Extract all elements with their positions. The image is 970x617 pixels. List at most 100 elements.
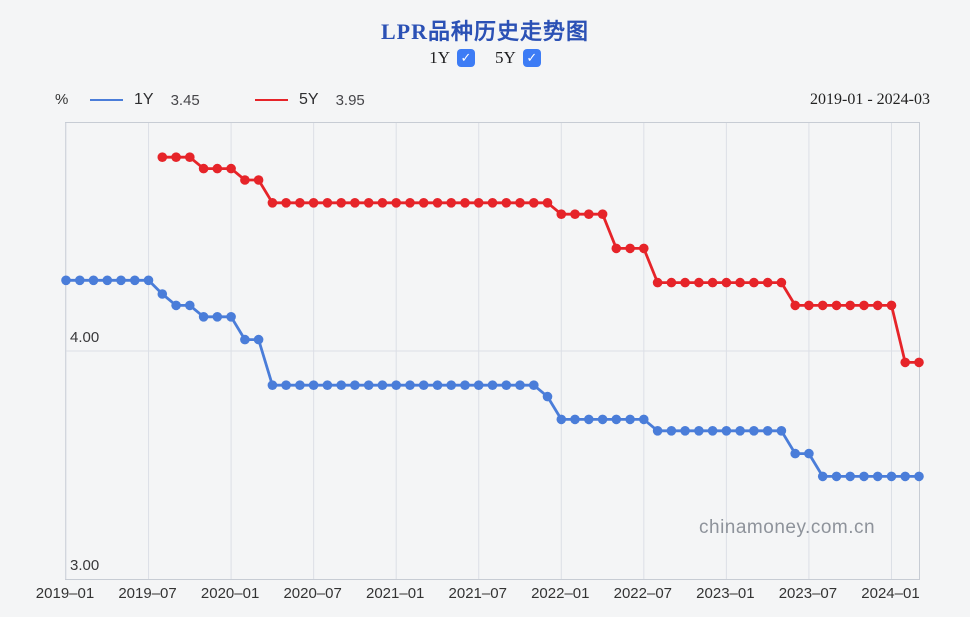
data-point-5y-2019-08[interactable] — [157, 152, 168, 162]
data-point-5y-2021-09[interactable] — [501, 198, 512, 208]
data-point-1y-2023-06[interactable] — [790, 448, 800, 459]
data-point-1y-2020-08[interactable] — [322, 380, 333, 391]
data-point-1y-2022-07[interactable] — [639, 414, 649, 425]
data-point-1y-2021-07[interactable] — [473, 380, 484, 391]
data-point-1y-2019-05[interactable] — [116, 275, 126, 286]
data-point-5y-2022-02[interactable] — [570, 209, 580, 219]
data-point-5y-2021-03[interactable] — [418, 198, 429, 208]
data-point-1y-2023-07[interactable] — [804, 448, 814, 459]
data-point-1y-2023-11[interactable] — [859, 471, 869, 482]
data-point-1y-2022-05[interactable] — [611, 414, 622, 425]
data-point-5y-2023-05[interactable] — [776, 277, 787, 288]
data-point-1y-2019-11[interactable] — [198, 312, 209, 322]
data-point-5y-2020-08[interactable] — [322, 198, 333, 208]
data-point-1y-2021-08[interactable] — [487, 380, 498, 391]
data-point-1y-2024-01[interactable] — [886, 471, 897, 482]
data-point-5y-2020-09[interactable] — [336, 198, 347, 208]
data-point-1y-2023-04[interactable] — [762, 426, 773, 436]
data-point-5y-2021-08[interactable] — [487, 198, 498, 208]
data-point-5y-2020-11[interactable] — [363, 198, 374, 208]
data-point-5y-2021-06[interactable] — [460, 198, 470, 208]
data-point-1y-2022-01[interactable] — [556, 414, 567, 425]
data-point-1y-2023-08[interactable] — [817, 471, 828, 482]
data-point-5y-2022-04[interactable] — [597, 209, 608, 219]
data-point-1y-2019-01[interactable] — [61, 275, 71, 286]
data-point-1y-2020-11[interactable] — [363, 380, 374, 391]
data-point-1y-2019-09[interactable] — [171, 300, 181, 311]
data-point-1y-2020-05[interactable] — [281, 380, 291, 391]
data-point-5y-2019-11[interactable] — [198, 163, 209, 174]
data-point-1y-2022-09[interactable] — [666, 426, 677, 436]
data-point-1y-2024-02[interactable] — [900, 471, 910, 482]
data-point-1y-2021-10[interactable] — [515, 380, 525, 391]
data-point-1y-2019-03[interactable] — [88, 275, 99, 286]
data-point-5y-2022-07[interactable] — [639, 243, 649, 254]
legend-item-5y[interactable]: 5Y 3.95 — [255, 91, 365, 109]
data-point-1y-2021-01[interactable] — [391, 380, 402, 391]
data-point-5y-2023-06[interactable] — [790, 300, 800, 311]
data-point-5y-2020-07[interactable] — [308, 198, 319, 208]
data-point-5y-2024-02[interactable] — [900, 357, 910, 368]
data-point-5y-2020-10[interactable] — [350, 198, 360, 208]
data-point-1y-2023-09[interactable] — [831, 471, 842, 482]
data-point-5y-2021-04[interactable] — [432, 198, 443, 208]
data-point-1y-2023-01[interactable] — [721, 426, 732, 436]
data-point-1y-2022-11[interactable] — [694, 426, 704, 436]
data-point-1y-2021-11[interactable] — [529, 380, 539, 391]
data-point-5y-2022-06[interactable] — [625, 243, 635, 254]
data-point-5y-2021-12[interactable] — [542, 198, 553, 208]
data-point-1y-2020-10[interactable] — [350, 380, 360, 391]
data-point-1y-2020-12[interactable] — [377, 380, 388, 391]
data-point-1y-2021-02[interactable] — [405, 380, 415, 391]
data-point-1y-2020-04[interactable] — [267, 380, 278, 391]
data-point-5y-2020-02[interactable] — [240, 175, 250, 185]
data-point-1y-2021-03[interactable] — [418, 380, 429, 391]
data-point-5y-2020-05[interactable] — [281, 198, 291, 208]
data-point-5y-2022-05[interactable] — [611, 243, 622, 254]
data-point-5y-2020-01[interactable] — [226, 163, 236, 174]
data-point-5y-2020-04[interactable] — [267, 198, 278, 208]
data-point-5y-2022-09[interactable] — [666, 277, 677, 288]
data-point-1y-2020-07[interactable] — [308, 380, 319, 391]
data-point-1y-2021-06[interactable] — [460, 380, 470, 391]
chart-plot-area[interactable] — [61, 122, 924, 580]
data-point-1y-2022-12[interactable] — [707, 426, 718, 436]
checkbox-5y[interactable]: ✓ — [522, 49, 541, 67]
data-point-1y-2023-03[interactable] — [749, 426, 759, 436]
data-point-1y-2023-02[interactable] — [735, 426, 745, 436]
data-point-1y-2022-10[interactable] — [680, 426, 690, 436]
data-point-1y-2022-04[interactable] — [597, 414, 608, 425]
data-point-5y-2022-08[interactable] — [652, 277, 663, 288]
data-point-5y-2021-05[interactable] — [446, 198, 457, 208]
data-point-1y-2019-10[interactable] — [185, 300, 195, 311]
data-point-1y-2021-05[interactable] — [446, 380, 457, 391]
data-point-1y-2020-02[interactable] — [240, 334, 250, 345]
data-point-5y-2019-12[interactable] — [212, 163, 223, 174]
data-point-5y-2023-04[interactable] — [762, 277, 773, 288]
legend-item-1y[interactable]: 1Y 3.45 — [90, 91, 200, 109]
data-point-1y-2023-05[interactable] — [776, 426, 787, 436]
data-point-1y-2022-02[interactable] — [570, 414, 580, 425]
data-point-1y-2019-06[interactable] — [130, 275, 140, 286]
data-point-5y-2021-01[interactable] — [391, 198, 402, 208]
data-point-5y-2022-10[interactable] — [680, 277, 690, 288]
data-point-5y-2019-10[interactable] — [185, 152, 195, 162]
data-point-1y-2022-03[interactable] — [584, 414, 594, 425]
data-point-5y-2023-11[interactable] — [859, 300, 869, 311]
data-point-5y-2023-03[interactable] — [749, 277, 759, 288]
data-point-5y-2024-03[interactable] — [914, 357, 924, 368]
data-point-1y-2019-02[interactable] — [75, 275, 85, 286]
data-point-5y-2023-08[interactable] — [817, 300, 828, 311]
data-point-5y-2023-10[interactable] — [845, 300, 855, 311]
data-point-1y-2019-08[interactable] — [157, 289, 168, 299]
data-point-1y-2024-03[interactable] — [914, 471, 924, 482]
data-point-5y-2022-12[interactable] — [707, 277, 718, 288]
data-point-1y-2021-12[interactable] — [542, 391, 553, 402]
data-point-1y-2020-03[interactable] — [253, 334, 264, 345]
data-point-5y-2019-09[interactable] — [171, 152, 181, 162]
data-point-5y-2023-12[interactable] — [872, 300, 883, 311]
data-point-5y-2022-01[interactable] — [556, 209, 567, 219]
data-point-1y-2020-09[interactable] — [336, 380, 347, 391]
data-point-1y-2020-01[interactable] — [226, 312, 236, 322]
data-point-5y-2021-07[interactable] — [473, 198, 484, 208]
